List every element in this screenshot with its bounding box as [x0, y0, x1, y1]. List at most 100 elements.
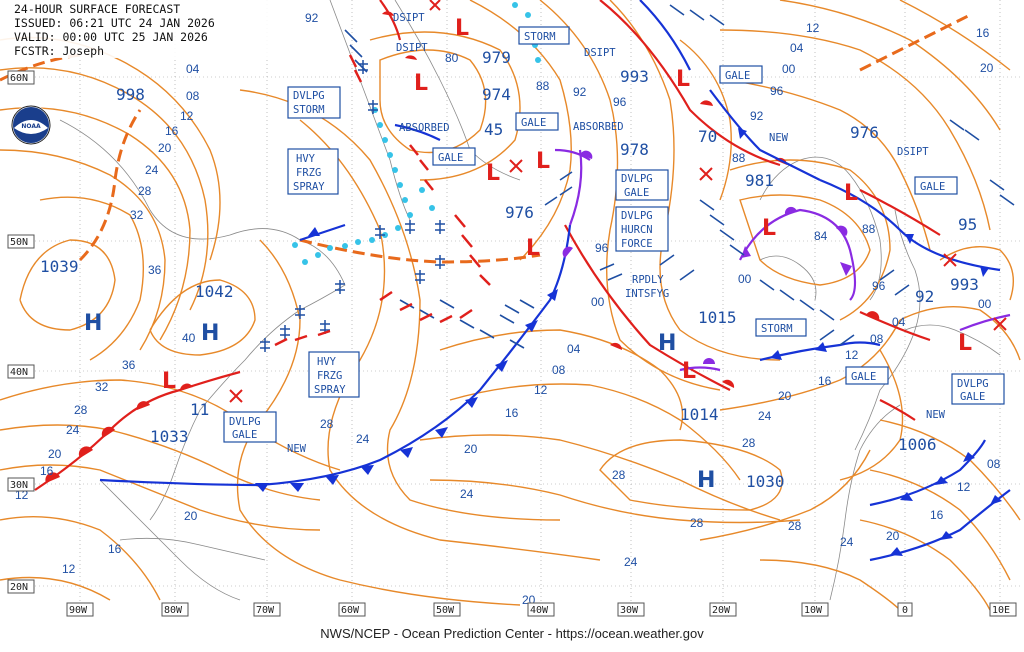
warning-label: STORM: [518, 26, 570, 45]
central-pressure: 1033: [150, 427, 189, 446]
low-center: L: [958, 331, 972, 356]
svg-text:DVLPG: DVLPG: [957, 378, 989, 390]
warning-labels: DSIPT DSIPT STORM DSIPT GALE DVLPGSTORM …: [223, 12, 1005, 455]
isobar-label: 24: [66, 423, 80, 437]
svg-text:DSIPT: DSIPT: [584, 47, 616, 59]
low-center: L: [676, 67, 690, 92]
svg-text:STORM: STORM: [524, 31, 556, 43]
header-issued: ISSUED: 06:21 UTC 24 JAN 2026: [14, 16, 215, 30]
isobar-label: 12: [845, 348, 859, 362]
isobar-label: 24: [460, 487, 474, 501]
svg-text:DSIPT: DSIPT: [393, 12, 425, 24]
svg-text:FRZG: FRZG: [296, 167, 321, 179]
isobar-label: 96: [872, 279, 886, 293]
low-center: L: [526, 236, 540, 261]
lat-label: 60N: [10, 73, 28, 84]
isobar-label: 32: [95, 380, 109, 394]
isobar-label: 84: [814, 229, 828, 243]
isobar-label: 08: [552, 363, 566, 377]
warning-label: HVY FRZG SPRAY: [287, 148, 339, 195]
isobar-label: 20: [980, 61, 994, 75]
isobar-label: 08: [987, 457, 1001, 471]
central-pressure: 45: [484, 120, 503, 139]
isobar-label: 96: [770, 84, 784, 98]
lon-label: 80W: [164, 605, 183, 616]
isobar-label: 24: [356, 432, 370, 446]
low-center: L: [682, 359, 696, 384]
warning-label: GALE: [515, 112, 559, 131]
latitude-labels: 60N 50N 40N 30N 20N: [7, 70, 35, 594]
isobar-label: 16: [930, 508, 944, 522]
isobar-label: 20: [464, 442, 478, 456]
central-pressure: 1039: [40, 257, 79, 276]
x-markers: [229, 0, 1007, 403]
isobar-label: 04: [790, 41, 804, 55]
isobar-label: 28: [74, 403, 88, 417]
central-pressure: 1042: [195, 282, 234, 301]
central-pressures: 998 1039 1042 1033 11 979 974 45 978 976…: [40, 48, 979, 491]
svg-text:NEW: NEW: [287, 443, 307, 455]
high-center: H: [658, 331, 676, 356]
high-center: H: [697, 468, 715, 493]
warning-label: RPDLY INTSFYG: [625, 274, 669, 300]
isobar-label: 24: [758, 409, 772, 423]
isobar-label: 92: [750, 109, 764, 123]
lon-label: 0: [902, 605, 908, 616]
lon-label: 20W: [712, 605, 731, 616]
svg-text:NOAA: NOAA: [21, 123, 41, 130]
header-valid: VALID: 00:00 UTC 25 JAN 2026: [14, 30, 208, 44]
svg-text:GALE: GALE: [920, 181, 945, 193]
svg-text:FRZG: FRZG: [317, 370, 342, 382]
central-pressure: 1030: [746, 472, 785, 491]
svg-text:HURCN: HURCN: [621, 224, 653, 236]
central-pressure: 981: [745, 171, 774, 190]
warning-label: GALE: [914, 176, 958, 195]
isobar-label: 92: [305, 11, 319, 25]
svg-text:GALE: GALE: [725, 70, 750, 82]
lat-lon-grid: [35, 0, 1020, 610]
svg-text:DSIPT: DSIPT: [396, 42, 428, 54]
low-center: L: [536, 149, 550, 174]
warning-label: HVY FRZG SPRAY: [308, 351, 360, 398]
svg-text:HVY: HVY: [296, 153, 316, 165]
low-center: L: [455, 16, 469, 41]
forecast-header: 24-HOUR SURFACE FORECAST ISSUED: 06:21 U…: [0, 0, 275, 58]
isobar-label: 24: [145, 163, 159, 177]
central-pressure: 974: [482, 85, 511, 104]
lon-label: 10W: [804, 605, 823, 616]
central-pressure: 976: [850, 123, 879, 142]
pressure-centers: H H H H L L L L L L L L L L L: [84, 16, 972, 493]
warning-label: DVLPG STORM: [287, 86, 341, 119]
lon-label: 70W: [256, 605, 275, 616]
warning-label: DSIPT: [897, 146, 929, 158]
svg-text:GALE: GALE: [960, 391, 985, 403]
warning-label: STORM: [755, 318, 807, 337]
isobar-labels: 92 04 08 12 16 20 24 28 32 36 40 36 32 2…: [15, 11, 1001, 607]
isobar-label: 16: [108, 542, 122, 556]
ice-edge: [292, 2, 541, 265]
high-center: H: [84, 311, 102, 336]
low-center: L: [162, 369, 176, 394]
svg-text:STORM: STORM: [761, 323, 793, 335]
svg-text:DVLPG: DVLPG: [229, 416, 261, 428]
isobar-label: 28: [690, 516, 704, 530]
isobar-label: 04: [567, 342, 581, 356]
svg-text:GALE: GALE: [438, 152, 463, 164]
isobar-label: 92: [573, 85, 587, 99]
lon-label: 30W: [620, 605, 639, 616]
central-pressure: 70: [698, 127, 717, 146]
isobar-label: 40: [182, 331, 196, 345]
isobar-label: 04: [892, 315, 906, 329]
svg-text:FORCE: FORCE: [621, 238, 653, 250]
central-pressure: 979: [482, 48, 511, 67]
central-pressure: 95: [958, 215, 977, 234]
svg-text:ABSORBED: ABSORBED: [399, 122, 450, 134]
warning-label: DSIPT: [584, 47, 616, 59]
low-center: L: [486, 161, 500, 186]
isobar-label: 16: [976, 26, 990, 40]
isobar-label: 12: [806, 21, 820, 35]
low-center: L: [414, 71, 428, 96]
warning-label: NEW: [769, 132, 789, 144]
isobar-label: 20: [48, 447, 62, 461]
